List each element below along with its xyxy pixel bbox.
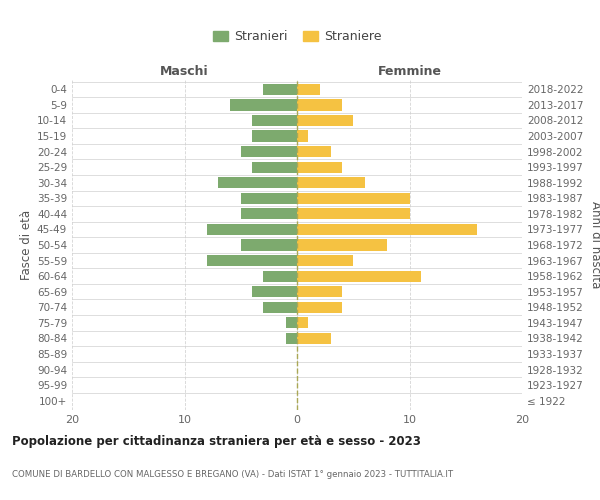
Bar bbox=[297, 255, 353, 266]
Bar bbox=[207, 255, 297, 266]
Bar bbox=[229, 100, 297, 110]
Bar bbox=[297, 317, 308, 328]
Bar bbox=[297, 333, 331, 344]
Legend: Stranieri, Straniere: Stranieri, Straniere bbox=[213, 30, 381, 43]
Text: Maschi: Maschi bbox=[160, 66, 209, 78]
Bar bbox=[297, 270, 421, 281]
Bar bbox=[241, 146, 297, 157]
Bar bbox=[286, 333, 297, 344]
Bar bbox=[297, 146, 331, 157]
Bar bbox=[297, 224, 477, 235]
Bar bbox=[297, 177, 365, 188]
Bar bbox=[297, 130, 308, 141]
Bar bbox=[297, 162, 342, 173]
Bar bbox=[297, 240, 387, 250]
Bar bbox=[252, 130, 297, 141]
Bar bbox=[252, 286, 297, 298]
Bar bbox=[297, 208, 409, 220]
Text: Femmine: Femmine bbox=[377, 66, 442, 78]
Text: Popolazione per cittadinanza straniera per età e sesso - 2023: Popolazione per cittadinanza straniera p… bbox=[12, 435, 421, 448]
Y-axis label: Fasce di età: Fasce di età bbox=[20, 210, 33, 280]
Text: COMUNE DI BARDELLO CON MALGESSO E BREGANO (VA) - Dati ISTAT 1° gennaio 2023 - TU: COMUNE DI BARDELLO CON MALGESSO E BREGAN… bbox=[12, 470, 453, 479]
Bar bbox=[207, 224, 297, 235]
Bar bbox=[263, 302, 297, 313]
Bar bbox=[241, 208, 297, 220]
Bar bbox=[252, 162, 297, 173]
Y-axis label: Anni di nascita: Anni di nascita bbox=[589, 202, 600, 288]
Bar bbox=[263, 84, 297, 95]
Bar bbox=[297, 115, 353, 126]
Bar bbox=[297, 84, 320, 95]
Bar bbox=[252, 115, 297, 126]
Bar bbox=[297, 302, 342, 313]
Bar bbox=[297, 100, 342, 110]
Bar bbox=[297, 286, 342, 298]
Bar bbox=[241, 240, 297, 250]
Bar bbox=[297, 192, 409, 204]
Bar bbox=[263, 270, 297, 281]
Bar bbox=[241, 192, 297, 204]
Bar bbox=[286, 317, 297, 328]
Bar bbox=[218, 177, 297, 188]
